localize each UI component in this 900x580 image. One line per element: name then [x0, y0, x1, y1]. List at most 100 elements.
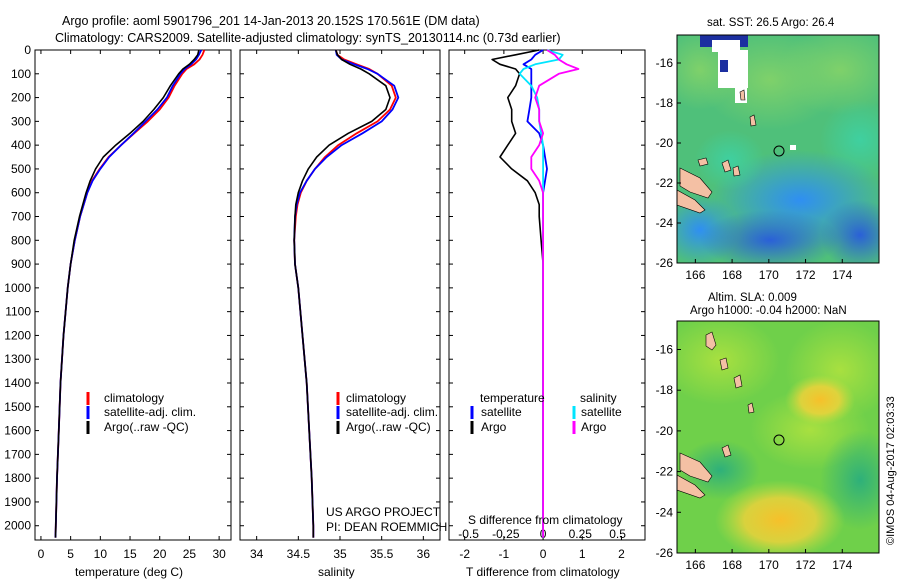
legend-t-satellite-label: satellite — [481, 405, 522, 419]
sst-map-panel: sat. SST: 26.5 Argo: 26.4 — [656, 17, 880, 282]
series-line-s-argo — [530, 49, 580, 538]
map-y-tick-label: -18 — [656, 383, 674, 397]
sst-map-title: sat. SST: 26.5 Argo: 26.4 — [707, 17, 835, 29]
y-tick-label: 1100 — [5, 305, 31, 319]
map-x-tick-label: 168 — [722, 558, 742, 572]
salinity-xlabel: salinity — [318, 565, 355, 579]
salinity-legend: climatology satellite-adj. clim. Argo(..… — [336, 391, 438, 434]
y-tick-label: 1800 — [4, 471, 31, 485]
map-y-tick-label: -16 — [656, 56, 674, 70]
legend-temperature-title: temperature — [480, 391, 545, 405]
series-line-argo-raw-qc- — [293, 49, 391, 538]
x2-tick-label: -0.5 — [458, 527, 479, 541]
map-x-tick-label: 168 — [722, 268, 742, 282]
x2-tick-label: -0.25 — [492, 527, 520, 541]
y-tick-label: 800 — [11, 233, 31, 247]
x-tick-label: 34 — [250, 547, 264, 561]
map-x-tick-label: 170 — [759, 558, 779, 572]
salinity-axes-frame — [239, 49, 441, 541]
map-y-tick-label: -24 — [656, 216, 674, 230]
map-x-tick-label: 172 — [796, 558, 816, 572]
x-tick-label: 25 — [183, 547, 197, 561]
x-tick-label: 34.5 — [287, 547, 311, 561]
sst-map-axes: 166 168 170 172 174 -16 -18 -20 -22 -24 -26 — [656, 56, 853, 282]
y-tick-label: 300 — [11, 114, 31, 128]
y-tick-label: 1500 — [4, 400, 31, 414]
sst-heatmap — [677, 35, 879, 263]
legend-climatology-label: climatology — [104, 391, 164, 405]
temperature-x-axis: 0 5 10 15 20 25 30 — [38, 50, 226, 561]
map-y-tick-label: -20 — [656, 136, 674, 150]
x-tick-label: 15 — [123, 547, 137, 561]
y-tick-label: 500 — [11, 162, 31, 176]
difference-panel: -2 -1 0 1 2-0.5 -0.25 0 0.25 0.5 T difference fr… — [448, 49, 646, 579]
legend-s-argo-label: Argo — [581, 420, 607, 434]
figure-title-line1: Argo profile: aoml 5901796_201 14-Jan-20… — [62, 14, 480, 28]
x-tick-label: 35 — [333, 547, 347, 561]
sla-map-title-line1: Altim. SLA: 0.009 — [708, 292, 797, 304]
x-tick-label: 0 — [38, 547, 45, 561]
y-tick-label: 2000 — [4, 519, 31, 533]
salinity-panel: 34 34.5 35 35.5 36 salinity climatology sate… — [239, 49, 447, 579]
map-y-tick-label: -24 — [656, 505, 674, 519]
salinity-depth-ticks — [240, 49, 440, 527]
sla-map-axes: 166 168 170 172 174 -16 -18 -20 -22 -24 -26 — [656, 342, 853, 572]
x-tick-label: 35.5 — [370, 547, 394, 561]
difference-depth-ticks — [449, 49, 645, 527]
difference-x-axis: -2 -1 0 1 2-0.5 -0.25 0 0.25 0.5 — [458, 50, 626, 561]
sla-map-panel: Altim. SLA: 0.009 Argo h1000: -0.04 h200… — [656, 292, 880, 572]
map-y-tick-label: -20 — [656, 424, 674, 438]
y-tick-label: 0 — [24, 43, 31, 57]
s-difference-xlabel: S difference from climatology — [468, 513, 623, 527]
x-tick-label: 1 — [579, 547, 586, 561]
map-y-tick-label: -16 — [656, 342, 674, 356]
sst-map-frame — [676, 34, 880, 264]
imos-timestamp: ©IMOS 04-Aug-2017 02:03:33 — [885, 396, 897, 545]
y-tick-label: 1900 — [4, 495, 31, 509]
x-tick-label: 0 — [540, 547, 547, 561]
y-tick-label: 400 — [11, 138, 31, 152]
x-tick-label: 10 — [94, 547, 108, 561]
map-x-tick-label: 174 — [832, 268, 852, 282]
map-y-tick-label: -26 — [656, 546, 674, 560]
map-x-tick-label: 172 — [796, 268, 816, 282]
temperature-series — [54, 49, 206, 538]
y-tick-label: 1600 — [4, 424, 31, 438]
map-y-tick-label: -26 — [656, 256, 674, 270]
x2-tick-label: 0.5 — [609, 527, 626, 541]
x-tick-label: 5 — [67, 547, 74, 561]
x2-tick-label: 0.25 — [569, 527, 593, 541]
map-y-tick-label: -22 — [656, 176, 674, 190]
difference-legend: temperature salinity satellite Argo sate… — [470, 391, 622, 434]
y-tick-label: 100 — [11, 67, 31, 81]
temperature-legend: climatology satellite-adj. clim. Argo(..… — [86, 391, 196, 434]
project-credit: US ARGO PROJECT — [326, 505, 441, 519]
legend-t-argo-label: Argo — [481, 420, 507, 434]
sla-map-frame — [676, 320, 880, 554]
y-tick-label: 700 — [11, 210, 31, 224]
x-tick-label: -1 — [499, 547, 510, 561]
temperature-panel: 0100200300400500600700800900100011001200… — [4, 43, 232, 579]
y-tick-label: 1000 — [4, 281, 31, 295]
map-y-tick-label: -22 — [656, 465, 674, 479]
salinity-x-axis: 34 34.5 35 35.5 36 — [250, 50, 430, 561]
y-tick-label: 1200 — [4, 328, 31, 342]
x-tick-label: 30 — [212, 547, 226, 561]
y-tick-label: 1300 — [4, 352, 31, 366]
difference-axes-frame — [448, 49, 646, 541]
difference-series — [491, 49, 580, 538]
y-tick-label: 900 — [11, 257, 31, 271]
series-line-argo-raw-qc- — [54, 49, 200, 538]
legend-satellite-label: satellite-adj. clim. — [104, 405, 196, 419]
sla-map-title-line2: Argo h1000: -0.04 h2000: NaN — [690, 305, 847, 317]
legend-satellite-label: satellite-adj. clim. — [346, 405, 438, 419]
depth-axis: 0 100 200 300 400 500 600 700 800 900 1000 1100 1200… — [4, 43, 231, 533]
x-tick-label: 2 — [618, 547, 625, 561]
figure-title-line2: Climatology: CARS2009. Satellite-adjuste… — [55, 31, 561, 45]
y-tick-label: 600 — [11, 186, 31, 200]
legend-climatology-label: climatology — [346, 391, 406, 405]
temperature-axes-frame — [34, 49, 232, 541]
y-tick-label: 200 — [11, 91, 31, 105]
y-tick-label: 1700 — [4, 447, 31, 461]
